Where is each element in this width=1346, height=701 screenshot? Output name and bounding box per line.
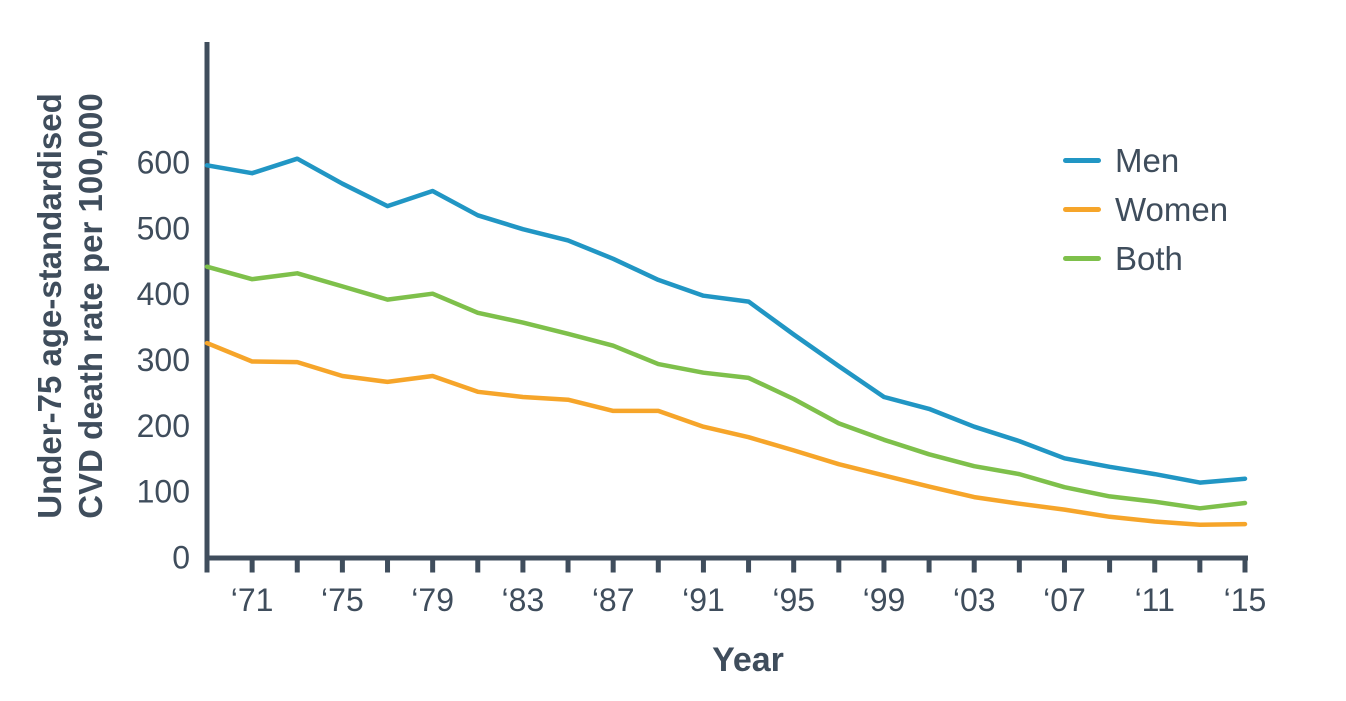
y-axis-title-line1: Under-75 age-standardised <box>31 93 68 519</box>
legend-line-swatch-both <box>1063 256 1101 261</box>
y-axis-title: Under-75 age-standardised CVD death rate… <box>29 6 115 606</box>
y-tick-label: 0 <box>172 540 190 576</box>
x-tick-label: ‘11 <box>1135 582 1175 618</box>
y-tick-label: 500 <box>137 210 190 246</box>
legend: Men Women Both <box>1063 136 1228 283</box>
legend-line-swatch-women <box>1063 207 1101 212</box>
x-tick-label: ‘79 <box>411 582 454 618</box>
y-tick-label: 200 <box>137 408 190 444</box>
x-tick-label: ‘83 <box>502 582 545 618</box>
legend-line-swatch-men <box>1063 158 1101 163</box>
y-tick-label: 400 <box>137 276 190 312</box>
x-axis-title: Year <box>712 641 784 679</box>
y-tick-label: 300 <box>137 342 190 378</box>
x-tick-label: ‘71 <box>231 582 274 618</box>
y-axis-title-line2: CVD death rate per 100,000 <box>72 93 109 519</box>
x-tick-label: ‘95 <box>772 582 815 618</box>
y-tick-label: 600 <box>137 145 190 181</box>
legend-item-both: Both <box>1063 234 1228 283</box>
legend-label-both: Both <box>1115 239 1183 277</box>
x-tick-label: ‘87 <box>592 582 635 618</box>
x-tick-label: ‘07 <box>1043 582 1086 618</box>
x-tick-label: ‘75 <box>321 582 364 618</box>
x-tick-label: ‘03 <box>953 582 996 618</box>
legend-label-women: Women <box>1115 190 1229 228</box>
legend-item-men: Men <box>1063 136 1228 185</box>
x-tick-label: ‘15 <box>1224 582 1267 618</box>
series-line-men <box>204 156 1248 485</box>
series-line-both <box>204 264 1248 511</box>
legend-item-women: Women <box>1063 185 1228 234</box>
y-tick-label: 100 <box>137 474 190 510</box>
series-line-women <box>204 340 1248 527</box>
x-tick-label: ‘91 <box>682 582 725 618</box>
legend-label-men: Men <box>1115 141 1180 179</box>
x-tick-label: ‘99 <box>863 582 906 618</box>
